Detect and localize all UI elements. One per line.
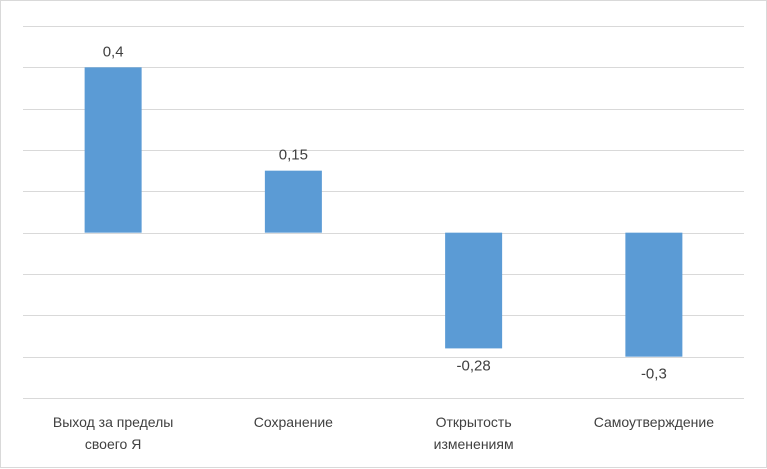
data-label: -0,28: [457, 357, 491, 374]
category-label: Самоутверждение: [594, 414, 714, 430]
bar: [625, 232, 683, 357]
category-label: Сохранение: [254, 414, 333, 430]
bar: [264, 170, 322, 233]
category-label-line: Открытость: [436, 414, 512, 430]
category-label: Открытость изменениям: [434, 414, 514, 452]
category-label-line: своего Я: [85, 436, 141, 452]
category-labels: Выход за пределы своего Я Сохранение Открыт…: [53, 414, 714, 452]
data-label: -0,3: [641, 366, 667, 383]
data-labels: 0,4 0,15 -0,28 -0,3: [103, 43, 667, 382]
bar: [445, 232, 503, 349]
data-label: 0,15: [279, 147, 308, 164]
category-label-line: изменениям: [434, 436, 514, 452]
gridlines: [23, 26, 744, 399]
bars: [84, 67, 683, 357]
bar: [84, 67, 142, 233]
category-label: Выход за пределы своего Я: [53, 414, 173, 452]
category-label-line: Самоутверждение: [594, 414, 714, 430]
category-label-line: Выход за пределы: [53, 414, 173, 430]
data-label: 0,4: [103, 43, 124, 60]
category-label-line: Сохранение: [254, 414, 333, 430]
